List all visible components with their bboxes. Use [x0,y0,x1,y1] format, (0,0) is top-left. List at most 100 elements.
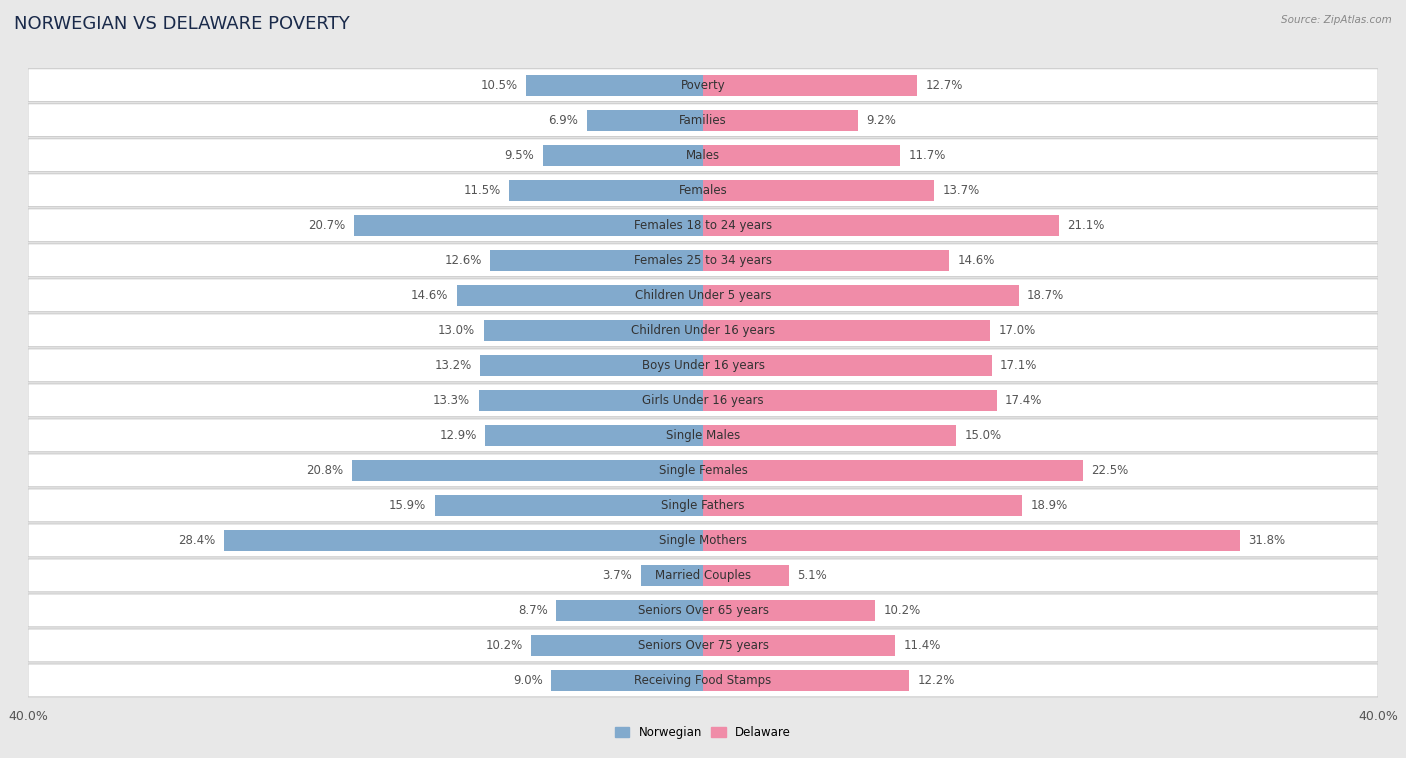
Text: 3.7%: 3.7% [602,569,633,582]
Bar [703,74,917,96]
Bar [551,670,703,691]
Text: 31.8%: 31.8% [1249,534,1285,547]
Bar [531,635,703,656]
FancyBboxPatch shape [28,524,1378,557]
FancyBboxPatch shape [28,174,1378,207]
Bar [224,530,703,551]
Bar [703,495,1022,516]
Text: 18.9%: 18.9% [1031,499,1067,512]
Bar [703,355,991,376]
Bar [703,215,1059,236]
Bar [484,320,703,341]
FancyBboxPatch shape [28,139,1378,171]
Text: 10.2%: 10.2% [485,639,523,652]
Text: 6.9%: 6.9% [548,114,578,127]
Bar [703,180,934,201]
Bar [703,565,789,586]
Bar [354,215,703,236]
Bar [703,530,1240,551]
Bar [481,355,703,376]
Bar [526,74,703,96]
Text: Single Fathers: Single Fathers [661,499,745,512]
Bar [509,180,703,201]
Bar [434,495,703,516]
Text: 13.3%: 13.3% [433,394,470,407]
Text: Seniors Over 65 years: Seniors Over 65 years [637,604,769,617]
Bar [703,145,900,166]
Text: 11.4%: 11.4% [904,639,941,652]
Legend: Norwegian, Delaware: Norwegian, Delaware [610,722,796,744]
Text: 12.7%: 12.7% [925,79,963,92]
Text: 9.5%: 9.5% [505,149,534,161]
Text: 15.9%: 15.9% [389,499,426,512]
FancyBboxPatch shape [28,664,1378,697]
FancyBboxPatch shape [28,594,1378,627]
Text: 10.2%: 10.2% [883,604,921,617]
Text: 11.7%: 11.7% [908,149,946,161]
Bar [703,390,997,411]
Bar [703,249,949,271]
Bar [703,600,875,621]
Text: Poverty: Poverty [681,79,725,92]
Text: 9.0%: 9.0% [513,674,543,687]
Text: Females 25 to 34 years: Females 25 to 34 years [634,254,772,267]
Bar [703,320,990,341]
FancyBboxPatch shape [28,349,1378,382]
FancyBboxPatch shape [28,454,1378,487]
Text: Girls Under 16 years: Girls Under 16 years [643,394,763,407]
Text: Receiving Food Stamps: Receiving Food Stamps [634,674,772,687]
Text: 28.4%: 28.4% [179,534,215,547]
Bar [703,110,858,130]
FancyBboxPatch shape [28,384,1378,417]
Text: 9.2%: 9.2% [866,114,897,127]
Text: 20.7%: 20.7% [308,219,346,232]
Text: Single Mothers: Single Mothers [659,534,747,547]
Text: Females 18 to 24 years: Females 18 to 24 years [634,219,772,232]
Text: 17.1%: 17.1% [1000,359,1038,371]
Bar [703,424,956,446]
Text: 22.5%: 22.5% [1091,464,1128,477]
Text: 8.7%: 8.7% [517,604,548,617]
Text: 17.4%: 17.4% [1005,394,1042,407]
Bar [557,600,703,621]
FancyBboxPatch shape [28,244,1378,277]
Bar [586,110,703,130]
FancyBboxPatch shape [28,69,1378,102]
Text: 14.6%: 14.6% [957,254,995,267]
Bar [457,285,703,305]
Text: 20.8%: 20.8% [307,464,343,477]
Text: Children Under 5 years: Children Under 5 years [634,289,772,302]
Text: 12.6%: 12.6% [444,254,482,267]
Text: Seniors Over 75 years: Seniors Over 75 years [637,639,769,652]
Bar [491,249,703,271]
Text: 12.9%: 12.9% [440,429,477,442]
Text: Males: Males [686,149,720,161]
Text: 14.6%: 14.6% [411,289,449,302]
Text: 18.7%: 18.7% [1026,289,1064,302]
Text: 10.5%: 10.5% [481,79,517,92]
Text: 17.0%: 17.0% [998,324,1035,337]
Text: 5.1%: 5.1% [797,569,827,582]
Text: 13.7%: 13.7% [942,183,980,196]
FancyBboxPatch shape [28,314,1378,346]
Text: 13.2%: 13.2% [434,359,472,371]
Text: 21.1%: 21.1% [1067,219,1105,232]
Bar [478,390,703,411]
Text: NORWEGIAN VS DELAWARE POVERTY: NORWEGIAN VS DELAWARE POVERTY [14,15,350,33]
FancyBboxPatch shape [28,559,1378,592]
Bar [703,285,1018,305]
Bar [641,565,703,586]
FancyBboxPatch shape [28,104,1378,136]
Text: Married Couples: Married Couples [655,569,751,582]
Text: 13.0%: 13.0% [439,324,475,337]
FancyBboxPatch shape [28,419,1378,452]
Text: Boys Under 16 years: Boys Under 16 years [641,359,765,371]
FancyBboxPatch shape [28,279,1378,312]
Text: Single Females: Single Females [658,464,748,477]
Text: Families: Families [679,114,727,127]
FancyBboxPatch shape [28,629,1378,662]
Text: Children Under 16 years: Children Under 16 years [631,324,775,337]
Text: 11.5%: 11.5% [464,183,501,196]
Text: Females: Females [679,183,727,196]
Text: Source: ZipAtlas.com: Source: ZipAtlas.com [1281,15,1392,25]
